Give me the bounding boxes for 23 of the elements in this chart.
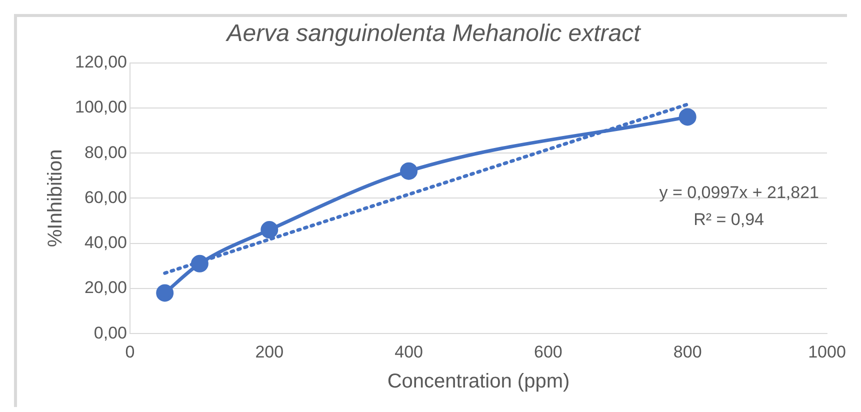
x-tick-label: 0 — [125, 342, 135, 362]
x-tick-label: 200 — [255, 342, 284, 362]
x-axis-title: Concentration (ppm) — [387, 370, 570, 393]
y-tick-label: 120,00 — [74, 52, 127, 72]
annotation: R² = 0,94 — [694, 210, 764, 229]
point — [400, 162, 418, 180]
point — [190, 254, 208, 272]
y-tick-label: 0,00 — [94, 323, 127, 342]
y-tick-label: 80,00 — [84, 142, 127, 162]
point — [678, 108, 696, 126]
point — [260, 221, 278, 239]
y-tick-label: 20,00 — [84, 278, 127, 298]
y-tick-label: 100,00 — [74, 98, 127, 117]
point — [156, 284, 174, 302]
chart-title: Aerva sanguinolenta Mehanolic extract — [224, 20, 642, 48]
x-tick-label: 600 — [534, 342, 562, 362]
x-tick-label: 1000 — [808, 342, 846, 362]
y-axis-title: %Inhibition — [44, 149, 67, 248]
y-tick-label: 60,00 — [84, 188, 127, 207]
x-tick-label: 400 — [394, 342, 423, 362]
annotation: y = 0,0997x + 21,821 — [659, 182, 819, 202]
y-tick-label: 40,00 — [84, 233, 127, 252]
x-tick-label: 800 — [673, 342, 702, 362]
